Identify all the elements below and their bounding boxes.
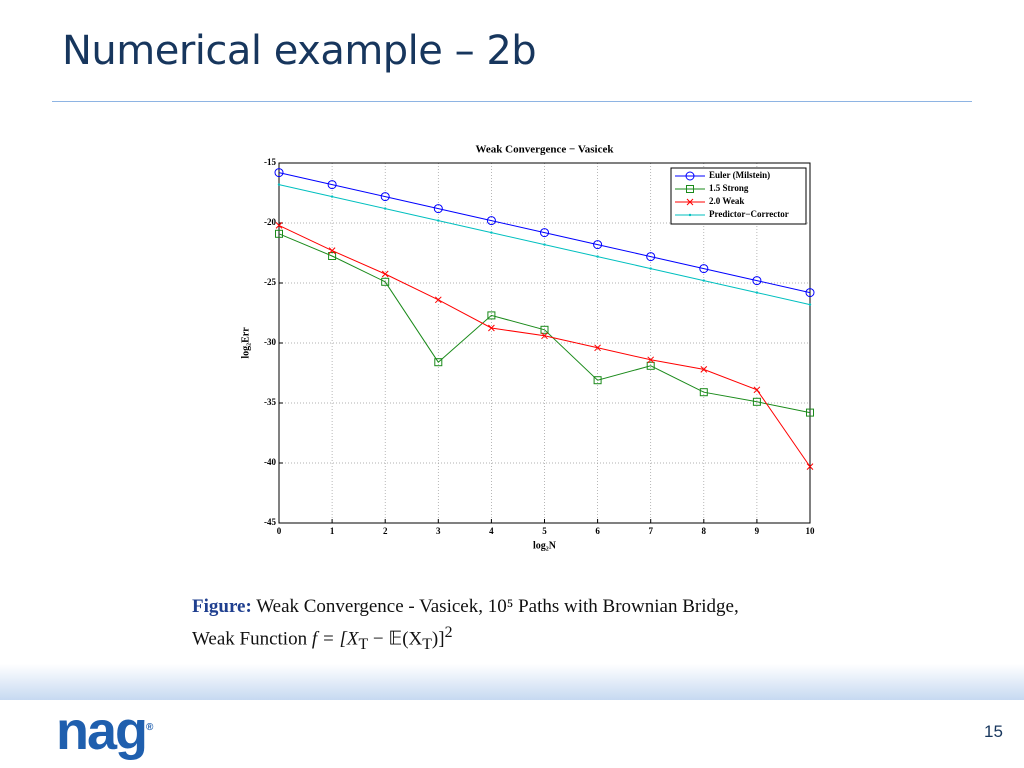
marker <box>646 252 656 262</box>
logo: nag® <box>56 701 154 761</box>
x-tick-label: 4 <box>489 526 494 536</box>
marker <box>594 344 601 352</box>
marker <box>752 276 762 286</box>
formula: f = [X <box>311 628 359 650</box>
marker <box>381 270 389 278</box>
marker <box>277 183 281 186</box>
marker <box>593 376 602 385</box>
formula: )] <box>431 628 445 650</box>
marker <box>700 366 708 373</box>
marker <box>646 361 655 370</box>
marker <box>328 252 337 260</box>
y-tick-label: -25 <box>264 277 276 287</box>
plot-frame <box>278 162 811 524</box>
marker <box>488 324 495 332</box>
y-tick-label: -30 <box>264 337 276 347</box>
marker <box>433 204 443 214</box>
marker <box>755 291 759 294</box>
marker <box>275 229 283 238</box>
x-tick-label: 10 <box>806 526 816 536</box>
y-tick-label: -15 <box>264 157 276 167</box>
x-tick-label: 3 <box>436 526 441 536</box>
footer-band <box>0 664 1024 700</box>
legend-label: 1.5 Strong <box>709 183 749 193</box>
marker <box>380 192 390 202</box>
x-tick-label: 5 <box>542 526 547 536</box>
x-axis-label: log₂N <box>533 540 557 551</box>
marker <box>753 386 761 394</box>
marker <box>437 219 440 222</box>
formula: − 𝔼(X <box>368 628 423 650</box>
marker <box>275 222 283 229</box>
marker <box>647 356 655 364</box>
legend-marker <box>686 198 694 206</box>
marker <box>596 255 599 258</box>
series-line <box>278 233 811 414</box>
marker <box>490 231 493 234</box>
slide-title: Numerical example – 2b <box>62 28 537 74</box>
y-tick-label: -35 <box>264 397 276 407</box>
logo-text: nag <box>56 701 148 761</box>
x-tick-label: 9 <box>755 526 760 536</box>
marker <box>330 195 334 198</box>
marker <box>274 168 284 178</box>
marker <box>540 325 549 334</box>
marker <box>327 180 337 190</box>
marker <box>806 408 814 417</box>
marker <box>808 303 812 306</box>
marker <box>702 279 705 282</box>
page-number: 15 <box>984 722 1003 741</box>
marker <box>541 332 548 340</box>
x-tick-label: 7 <box>648 526 653 536</box>
caption-label: Figure: <box>192 596 252 617</box>
legend-label: Euler (Milstein) <box>709 170 770 180</box>
x-tick-label: 6 <box>595 526 600 536</box>
legend: Euler (Milstein) 1.5 Strong 2.0 Weak Predic… <box>670 167 807 225</box>
marker <box>806 463 814 470</box>
legend-marker <box>686 185 694 193</box>
marker <box>699 388 708 397</box>
series-line <box>278 172 811 294</box>
formula: 2 <box>444 624 453 641</box>
marker <box>328 247 336 254</box>
chart-title: Weak Convergence − Vasicek <box>476 144 615 156</box>
y-tick-label: -20 <box>264 217 276 227</box>
formula: T <box>422 636 432 654</box>
marker <box>593 240 603 250</box>
y-tick-label: -45 <box>264 517 276 527</box>
y-axis-label: log₂Err <box>240 327 251 359</box>
marker <box>805 288 815 298</box>
marker <box>540 228 549 238</box>
x-tick-label: 0 <box>277 526 282 536</box>
legend-marker <box>688 213 692 217</box>
title-rule <box>52 101 972 102</box>
marker <box>434 358 443 367</box>
legend-label: Predictor−Corrector <box>709 209 789 219</box>
x-tick-label: 8 <box>702 526 707 536</box>
chart: -15 -20 -25 -30 -35 -40 -450 1 2 3 4 5 6 7 8 9 10 Weak Co… <box>240 144 816 552</box>
figure-caption: Figure: Weak Convergence - Vasicek, 10⁵ … <box>192 594 739 658</box>
y-tick-label: -40 <box>264 457 276 467</box>
marker <box>487 311 496 320</box>
legend-label: 2.0 Weak <box>709 196 744 206</box>
marker <box>649 267 652 270</box>
caption-text: Weak Convergence - Vasicek, 10⁵ Paths wi… <box>256 596 739 617</box>
caption-text: Weak Function <box>192 628 308 650</box>
legend-marker <box>685 171 695 181</box>
formula: T <box>358 636 369 654</box>
marker <box>752 397 761 406</box>
x-tick-label: 2 <box>383 526 388 536</box>
x-tick-label: 1 <box>330 526 335 536</box>
marker <box>381 277 390 286</box>
marker <box>434 296 442 304</box>
marker <box>543 243 546 246</box>
marker <box>384 207 387 210</box>
marker <box>699 264 709 274</box>
marker <box>486 216 496 226</box>
